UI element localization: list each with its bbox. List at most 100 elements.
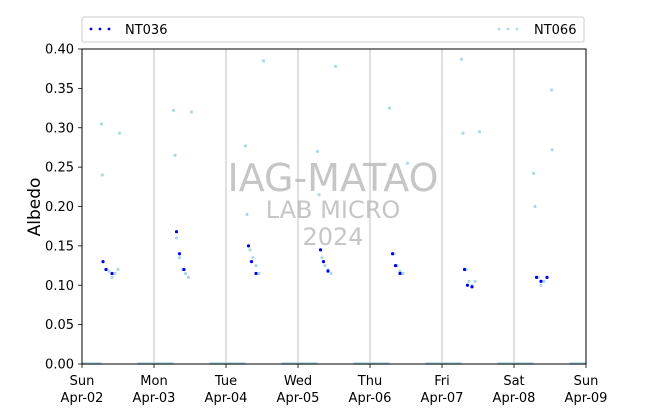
data-point-nt036 [326, 269, 330, 273]
legend-label-nt066: NT066 [534, 23, 576, 38]
legend-marker-nt066 [497, 27, 501, 31]
x-tick-label-date: Apr-09 [565, 391, 608, 406]
y-tick-label: 0.00 [45, 358, 74, 373]
x-tick-label-day: Wed [284, 374, 312, 389]
legend-box [81, 16, 585, 43]
data-point-nt066 [110, 275, 114, 279]
data-point-nt066 [254, 263, 258, 268]
data-point-nt066 [549, 88, 554, 92]
data-point-nt066 [323, 263, 327, 268]
data-point-nt036 [104, 267, 108, 272]
data-point-nt066 [174, 236, 179, 240]
y-tick-label: 0.25 [45, 161, 74, 176]
data-point-nt066 [116, 267, 120, 272]
legend-label-nt036: NT036 [125, 23, 167, 38]
y-tick-label: 0.20 [45, 200, 74, 215]
legend-marker-nt066 [506, 27, 510, 31]
x-tick-label-date: Apr-02 [61, 391, 104, 406]
data-point-nt036 [390, 252, 395, 256]
x-tick-label-date: Apr-03 [133, 391, 176, 406]
data-point-nt066 [173, 153, 177, 157]
data-point-nt066 [171, 108, 176, 113]
data-point-nt066 [245, 212, 249, 216]
y-axis: 0.00 0.05 0.10 0.15 0.20 0.25 0.30 0.35 0.40 [45, 43, 82, 373]
y-tick-label: 0.40 [45, 43, 74, 58]
y-tick-label: 0.10 [45, 279, 74, 294]
data-point-nt036 [465, 283, 470, 287]
watermark: IAG-MATAO LAB MICRO 2024 [227, 156, 438, 251]
y-tick-label: 0.05 [45, 318, 74, 333]
watermark-line-3: 2024 [302, 223, 363, 251]
data-point-nt066 [257, 271, 261, 276]
x-tick-label-date: Apr-06 [349, 391, 392, 406]
data-point-nt066 [113, 271, 117, 276]
data-point-nt036 [534, 275, 539, 279]
legend-entry-nt036: NT036 [89, 23, 167, 38]
data-point-nt036 [470, 285, 474, 289]
data-point-nt066 [183, 271, 188, 276]
data-point-nt066 [100, 173, 104, 177]
data-point-nt066 [315, 149, 320, 153]
x-tick-label-date: Apr-08 [493, 391, 536, 406]
x-tick-label-date: Apr-07 [421, 391, 464, 406]
legend-marker-nt036 [98, 27, 102, 31]
data-point-nt066 [186, 275, 191, 279]
data-point-nt066 [317, 193, 321, 197]
data-point-nt066 [542, 279, 546, 283]
data-point-nt066 [243, 144, 248, 148]
data-point-nt066 [387, 106, 392, 110]
data-point-nt036 [462, 267, 467, 272]
data-point-nt036 [398, 271, 402, 276]
x-tick-label-day: Sun [70, 374, 95, 389]
data-point-nt066 [467, 279, 471, 283]
data-point-nt036 [321, 260, 326, 264]
x-axis: Sun Apr-02 Mon Apr-03 Tue Apr-04 Wed Apr-05 Thu A… [61, 364, 608, 406]
x-tick-label-day: Mon [140, 374, 167, 389]
legend: NT036 NT066 [81, 16, 585, 43]
data-point-nt036 [545, 275, 549, 279]
data-point-nt036 [393, 263, 398, 268]
data-point-nt066 [107, 269, 111, 273]
data-point-nt066 [251, 256, 255, 260]
x-tick-label-day: Thu [357, 374, 382, 389]
data-point-nt066 [333, 64, 338, 68]
data-point-nt036 [182, 267, 186, 272]
vertical-grid-lines [153, 49, 515, 364]
legend-entry-nt066: NT066 [497, 23, 576, 38]
data-point-nt066 [531, 171, 536, 176]
x-tick-label-date: Apr-05 [277, 391, 320, 406]
data-point-nt066 [117, 131, 122, 135]
data-point-nt036 [246, 244, 251, 248]
x-tick-label-day: Sat [503, 374, 524, 389]
legend-marker-nt066 [515, 27, 519, 31]
data-point-nt036 [110, 271, 114, 276]
data-point-nt066 [539, 283, 543, 287]
legend-marker-nt036 [107, 27, 111, 31]
y-tick-label: 0.35 [45, 82, 74, 97]
data-point-nt066 [177, 256, 182, 260]
data-point-nt036 [539, 279, 543, 283]
data-point-nt066 [99, 122, 104, 126]
data-point-nt066 [389, 173, 393, 177]
data-point-nt036 [177, 252, 182, 256]
watermark-line-1: IAG-MATAO [227, 156, 438, 200]
data-point-nt066 [189, 110, 194, 114]
data-point-nt066 [473, 279, 477, 283]
x-tick-label-day: Tue [214, 374, 237, 389]
data-point-nt066 [459, 57, 464, 61]
watermark-line-2: LAB MICRO [266, 196, 401, 224]
x-tick-label-day: Sun [574, 374, 599, 389]
legend-marker-nt036 [89, 27, 93, 31]
y-axis-label: Albedo [25, 178, 45, 237]
data-point-nt066 [461, 131, 465, 135]
y-tick-label: 0.30 [45, 121, 74, 136]
data-point-nt066 [550, 148, 554, 152]
data-point-nt066 [248, 248, 252, 252]
data-point-nt036 [174, 230, 179, 234]
data-point-nt066 [320, 256, 324, 260]
data-point-nt036 [254, 271, 258, 276]
data-point-nt066 [329, 271, 333, 276]
data-point-nt066 [533, 204, 537, 209]
data-point-nt036 [318, 248, 323, 252]
